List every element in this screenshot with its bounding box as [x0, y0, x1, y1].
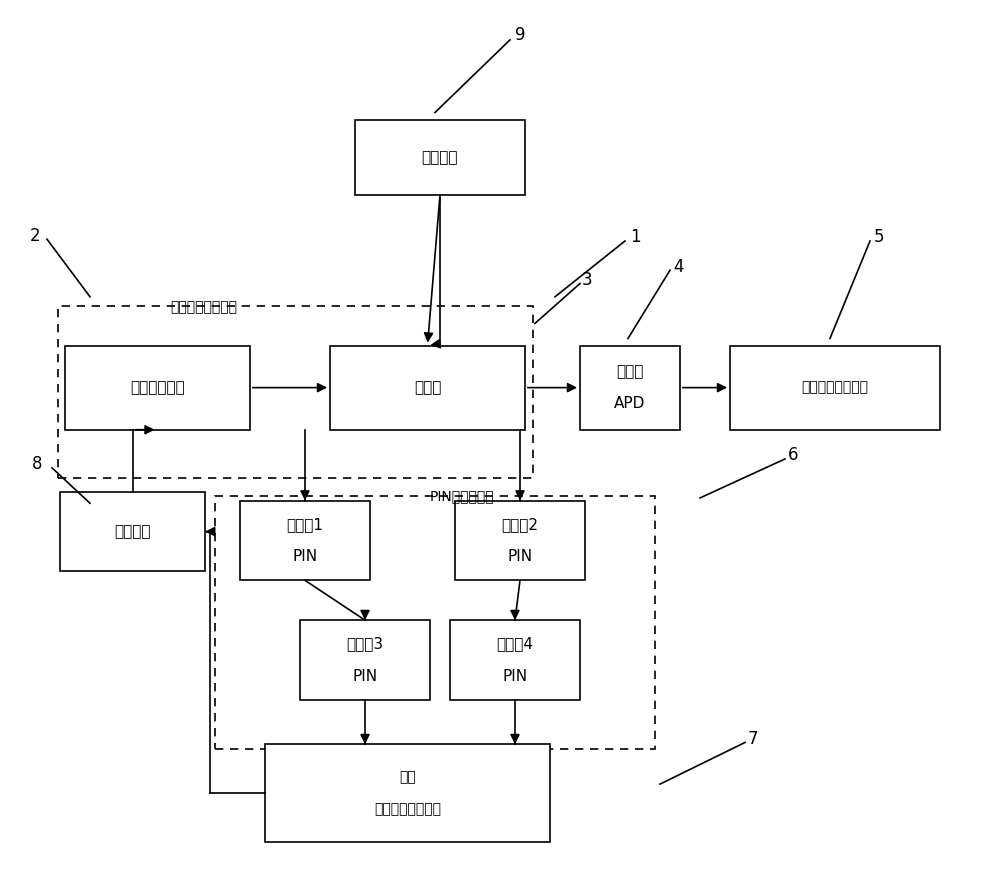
Text: 探测器: 探测器: [616, 364, 644, 379]
Text: 探测器3: 探测器3: [346, 637, 384, 651]
Text: PIN: PIN: [502, 669, 528, 683]
Bar: [60, 492, 205, 571]
Text: 8: 8: [32, 455, 42, 473]
Text: PIN: PIN: [292, 549, 318, 563]
Text: 探测器1: 探测器1: [287, 517, 324, 532]
Text: 探测器4: 探测器4: [496, 637, 534, 651]
Text: APD: APD: [614, 396, 646, 411]
Bar: [455, 501, 585, 580]
Text: PIN: PIN: [507, 549, 533, 563]
Text: 6: 6: [788, 447, 798, 464]
Bar: [450, 620, 580, 700]
Bar: [240, 501, 370, 580]
Text: 电机控制: 电机控制: [114, 525, 151, 539]
Bar: [65, 346, 250, 430]
Text: PIN: PIN: [352, 669, 378, 683]
Text: 9: 9: [515, 27, 526, 44]
Bar: [580, 346, 680, 430]
Text: 激光通信接收组件: 激光通信接收组件: [802, 381, 868, 394]
Text: 激光接收光学组件: 激光接收光学组件: [170, 300, 237, 315]
Bar: [215, 496, 655, 749]
Text: 2: 2: [30, 227, 41, 245]
Bar: [58, 306, 533, 478]
Bar: [265, 744, 550, 842]
Text: PIN探测器组件: PIN探测器组件: [430, 489, 495, 503]
Text: 伺服系统: 伺服系统: [422, 150, 458, 165]
Text: 3: 3: [582, 271, 593, 289]
Text: 7: 7: [748, 730, 759, 748]
Text: 5: 5: [874, 229, 885, 246]
Text: 探测器2: 探测器2: [502, 517, 538, 532]
Text: 组件: 组件: [399, 770, 416, 784]
Bar: [300, 620, 430, 700]
Bar: [330, 346, 525, 430]
Bar: [730, 346, 940, 430]
Text: 1: 1: [630, 229, 641, 246]
Text: 四棱镜: 四棱镜: [414, 380, 441, 395]
Text: 光斑对准信号处理: 光斑对准信号处理: [374, 802, 441, 816]
Text: 接收光学天线: 接收光学天线: [130, 380, 185, 395]
Bar: [355, 120, 525, 195]
Text: 4: 4: [673, 258, 684, 276]
